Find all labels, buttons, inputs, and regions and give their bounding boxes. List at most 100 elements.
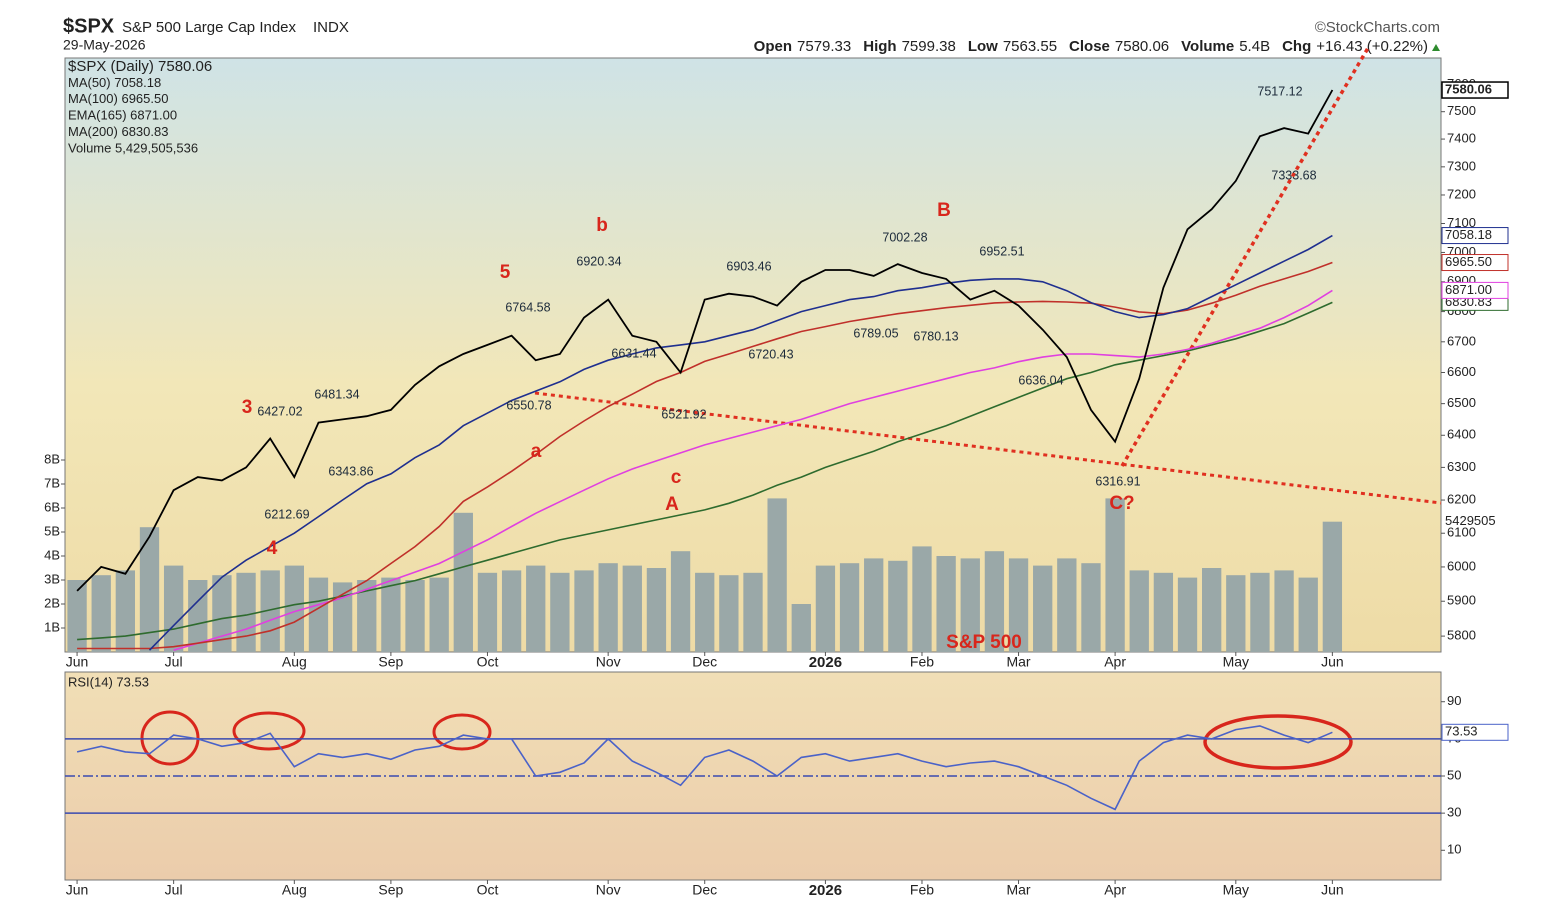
peak-label: 6720.43 <box>748 347 793 361</box>
last-value-box <box>1441 254 1509 272</box>
peak-label: 6952.51 <box>979 244 1024 258</box>
y-tick-label: 6000 <box>1447 558 1476 573</box>
volume-bar <box>1153 572 1174 652</box>
quote-label: Low <box>968 38 998 55</box>
wave-label: c <box>671 467 682 488</box>
volume-bar <box>1322 521 1343 652</box>
volume-bar <box>1226 575 1246 652</box>
y-tick-label: 5900 <box>1447 593 1476 608</box>
volume-bar <box>912 546 932 652</box>
volume-bar <box>526 565 546 652</box>
last-value-box <box>1441 723 1509 741</box>
volume-bar <box>1057 558 1077 652</box>
y-tick-label: 5800 <box>1447 628 1476 643</box>
x-tick-label: Apr <box>1104 882 1126 898</box>
peak-label: 6780.13 <box>913 329 958 343</box>
wave-label: C? <box>1109 493 1134 514</box>
ma-line <box>173 289 1333 651</box>
y-tick-label: 7500 <box>1447 103 1476 118</box>
ma-line <box>148 234 1333 651</box>
legend-entry: MA(200) 6830.83 <box>68 124 168 139</box>
volume-bar <box>139 527 160 652</box>
volume-bar <box>163 565 184 652</box>
volume-bar <box>357 580 377 652</box>
quote-line: Open 7579.33 High 7599.38 Low 7563.55 Close 758… <box>754 38 1428 55</box>
y-tick-label: 6200 <box>1447 491 1476 506</box>
volume-bar <box>67 580 87 652</box>
peak-label: 6631.44 <box>611 346 656 360</box>
volume-bar <box>1177 577 1198 652</box>
last-value-tag: 6871.00 <box>1445 282 1492 297</box>
volume-bar <box>574 570 594 652</box>
last-value-tag: 7580.06 <box>1445 81 1492 96</box>
peak-label: 6636.04 <box>1018 373 1063 387</box>
y-tick-label: 6100 <box>1447 525 1476 540</box>
volume-bar <box>936 556 956 652</box>
x-tick-label: Oct <box>477 654 499 670</box>
y-tick-label: 7300 <box>1447 158 1476 173</box>
quote-value: +16.43 (+0.22%) <box>1316 38 1428 55</box>
legend-entry: Volume 5,429,505,536 <box>68 140 198 155</box>
volume-bar <box>405 580 425 652</box>
x-tick-label: Jul <box>165 654 183 670</box>
volume-bar <box>622 565 642 652</box>
volume-bar <box>453 512 473 652</box>
volume-bar <box>743 572 763 652</box>
wave-label: B <box>937 200 951 221</box>
wave-label: 3 <box>242 397 253 418</box>
last-value-tag: 7058.18 <box>1445 227 1492 242</box>
x-tick-label: Mar <box>1006 654 1030 670</box>
y2-tick-label: 5B <box>44 523 60 538</box>
legend-entry: EMA(165) 6871.00 <box>68 108 177 123</box>
volume-bar <box>1298 577 1318 652</box>
quote-value: 7580.06 <box>1115 38 1169 55</box>
rsi-title: RSI(14) 73.53 <box>68 674 149 689</box>
y-tick-label: 7100 <box>1447 215 1476 230</box>
y2-tick-label: 6B <box>44 499 60 514</box>
volume-bar <box>598 563 618 652</box>
price-panel <box>64 57 1442 653</box>
trend-line <box>534 391 1442 505</box>
volume-bar <box>236 572 256 652</box>
rsi-circle <box>432 713 492 751</box>
volume-bar <box>791 604 811 652</box>
price-line <box>76 89 1334 592</box>
volume-bar <box>1202 568 1222 652</box>
y-tick-label: 30 <box>1447 805 1461 820</box>
y2-tick-label: 2B <box>44 595 60 610</box>
wave-label: 4 <box>267 538 278 559</box>
volume-bar <box>284 565 304 652</box>
x-tick-label: Dec <box>692 882 717 898</box>
up-arrow <box>1432 44 1440 51</box>
x-tick-label: Jun <box>1321 654 1344 670</box>
peak-label: 6343.86 <box>328 464 373 478</box>
volume-bar <box>115 570 136 652</box>
x-tick-label: Aug <box>282 654 307 670</box>
peak-label: 6316.91 <box>1095 474 1140 488</box>
peak-label: 6903.46 <box>726 259 771 273</box>
volume-bar <box>1274 570 1294 652</box>
y-tick-label: 50 <box>1447 767 1461 782</box>
volume-bar <box>864 558 884 652</box>
volume-bar <box>477 572 498 652</box>
y-tick-label: 6400 <box>1447 427 1476 442</box>
volume-bar <box>188 580 208 652</box>
y2-tick-label: 1B <box>44 619 60 634</box>
wave-label: 5 <box>500 262 511 283</box>
volume-bar <box>1008 558 1029 652</box>
wave-label: S&P 500 <box>946 632 1022 653</box>
peak-label: 6212.69 <box>264 507 309 521</box>
x-tick-label: Jun <box>66 882 89 898</box>
y2-tick-label: 8B <box>44 451 60 466</box>
volume-bar <box>839 563 860 652</box>
x-tick-label: Sep <box>378 882 403 898</box>
peak-label: 7002.28 <box>882 230 927 244</box>
volume-bar <box>767 498 787 652</box>
volume-bar <box>429 577 449 652</box>
ma-line <box>77 301 1333 641</box>
peak-label: 6920.34 <box>576 254 621 268</box>
volume-bar <box>308 577 329 652</box>
legend-entry: MA(50) 7058.18 <box>68 75 161 90</box>
x-tick-label: Mar <box>1006 882 1030 898</box>
